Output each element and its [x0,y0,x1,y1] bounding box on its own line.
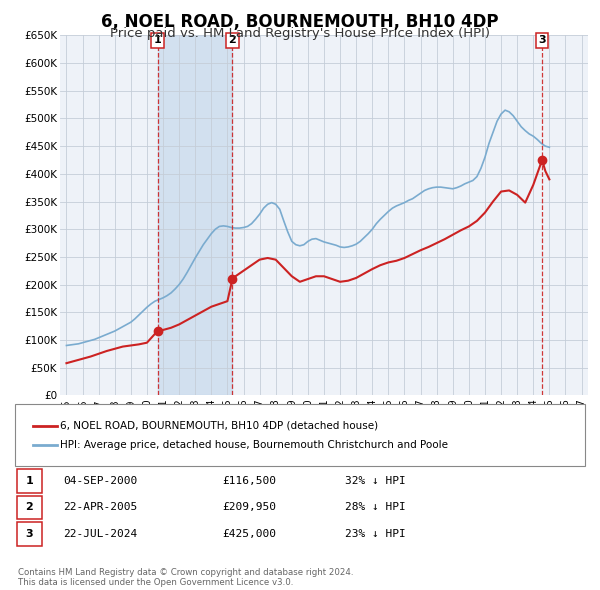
Text: 04-SEP-2000: 04-SEP-2000 [63,476,137,486]
Text: 23% ↓ HPI: 23% ↓ HPI [345,529,406,539]
Text: 22-APR-2005: 22-APR-2005 [63,503,137,512]
Bar [158,35,232,395]
Text: £209,950: £209,950 [222,503,276,512]
Text: 28% ↓ HPI: 28% ↓ HPI [345,503,406,512]
Text: HPI: Average price, detached house, Bournemouth Christchurch and Poole: HPI: Average price, detached house, Bour… [60,441,448,450]
Text: 3: 3 [26,529,33,539]
Text: 32% ↓ HPI: 32% ↓ HPI [345,476,406,486]
Text: Price paid vs. HM Land Registry's House Price Index (HPI): Price paid vs. HM Land Registry's House … [110,27,490,40]
Text: £425,000: £425,000 [222,529,276,539]
Text: Contains HM Land Registry data © Crown copyright and database right 2024.
This d: Contains HM Land Registry data © Crown c… [18,568,353,587]
Text: 22-JUL-2024: 22-JUL-2024 [63,529,137,539]
Text: 6, NOEL ROAD, BOURNEMOUTH, BH10 4DP (detached house): 6, NOEL ROAD, BOURNEMOUTH, BH10 4DP (det… [60,421,378,431]
Text: 6, NOEL ROAD, BOURNEMOUTH, BH10 4DP: 6, NOEL ROAD, BOURNEMOUTH, BH10 4DP [101,13,499,31]
Text: 2: 2 [26,503,33,512]
Text: 1: 1 [154,35,161,45]
Text: £116,500: £116,500 [222,476,276,486]
Text: 2: 2 [229,35,236,45]
Text: 1: 1 [26,476,33,486]
Text: 3: 3 [538,35,546,45]
